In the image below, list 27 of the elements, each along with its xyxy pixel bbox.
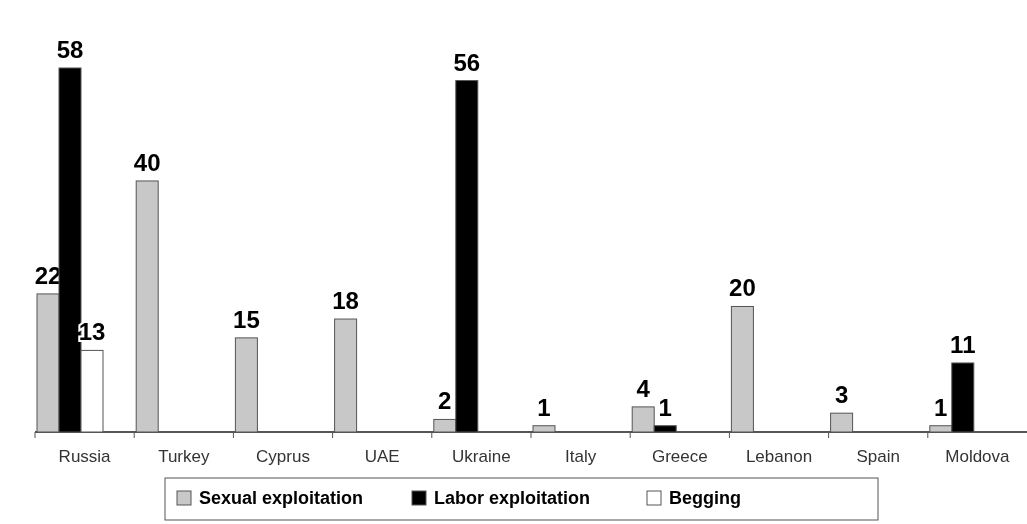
- x-tick-label: Russia: [58, 447, 112, 466]
- legend-label: Labor exploitation: [434, 488, 591, 508]
- x-tick-label: Ukraine: [452, 447, 511, 466]
- data-label: 40: [133, 148, 161, 176]
- data-label: 18: [332, 287, 359, 315]
- x-tick-label: Turkey: [158, 447, 210, 466]
- x-tick-label: Lebanon: [745, 447, 813, 466]
- x-tick-label: UAE: [364, 447, 400, 466]
- data-label: 2: [438, 387, 452, 415]
- data-label: 1: [934, 393, 948, 421]
- legend-label: Sexual exploitation: [199, 488, 364, 508]
- x-tick-label: Cyprus: [256, 447, 310, 466]
- data-label: 58: [56, 36, 84, 63]
- legend-label: Begging: [669, 488, 741, 508]
- data-label: 22: [34, 261, 62, 289]
- data-label: 56: [453, 48, 481, 76]
- x-tick-label: Spain: [856, 447, 900, 466]
- data-label: 1: [658, 393, 672, 421]
- data-label: 15: [233, 305, 260, 333]
- data-label: 20: [729, 274, 756, 302]
- x-tick-label: Moldova: [945, 447, 1011, 466]
- data-label: 1: [537, 393, 551, 421]
- x-tick-label: Italy: [565, 447, 597, 466]
- data-label: 11: [950, 330, 976, 358]
- data-label: 3: [834, 381, 849, 409]
- data-label: 4: [636, 374, 651, 402]
- x-tick-label: Greece: [651, 447, 708, 466]
